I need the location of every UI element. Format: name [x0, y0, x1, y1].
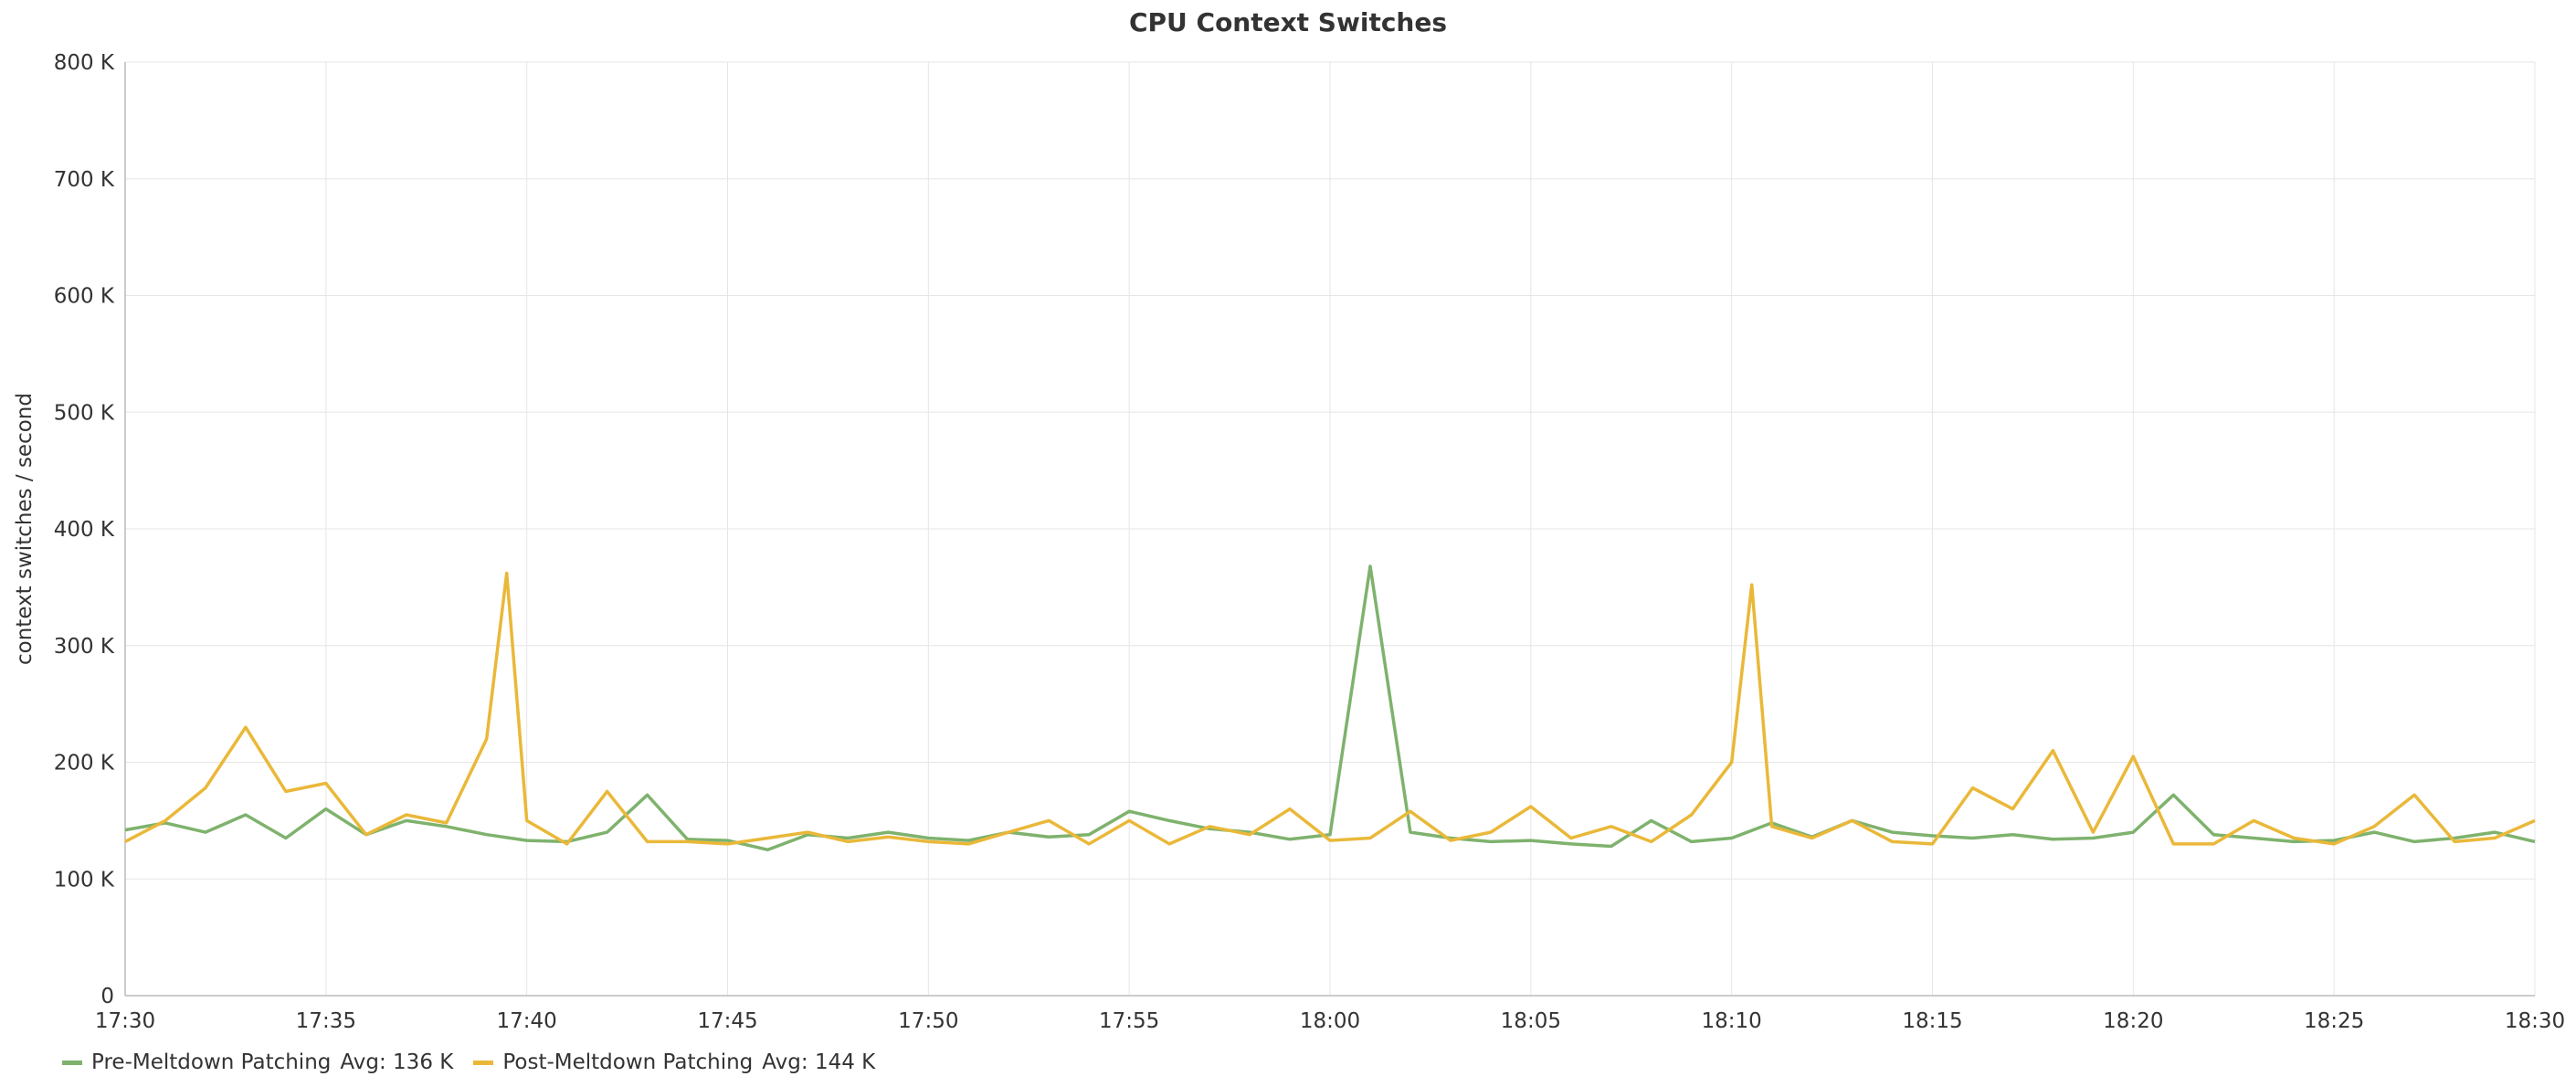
legend-avg-post-meltdown: Avg: 144 K [762, 1050, 876, 1074]
series-line-post-meltdown [124, 571, 2536, 846]
legend-avg-pre-meltdown: Avg: 136 K [340, 1050, 454, 1074]
x-tick-label: 18:15 [1902, 1009, 1962, 1033]
line-chart[interactable]: 0 100 K 200 K 300 K 400 K 500 K 600 K 700 K 800 … [0, 0, 2576, 1041]
y-axis-label: context switches / second [13, 393, 37, 665]
chart-title: CPU Context Switches [1128, 7, 1448, 37]
legend-swatch-pre-meltdown [62, 1060, 82, 1065]
y-tick-label: 300 K [54, 635, 115, 659]
y-tick-label: 600 K [54, 285, 115, 309]
y-tick-label: 100 K [54, 868, 115, 892]
x-tick-label: 17:45 [697, 1009, 757, 1033]
x-tick-label: 18:20 [2103, 1009, 2163, 1033]
x-tick-label: 18:10 [1702, 1009, 1762, 1033]
x-tick-label: 17:30 [95, 1009, 155, 1033]
y-tick-label: 400 K [54, 518, 115, 542]
legend-swatch-post-meltdown [473, 1060, 494, 1065]
x-tick-label: 17:50 [898, 1009, 958, 1033]
legend-label-pre-meltdown: Pre-Meltdown Patching [91, 1050, 332, 1074]
legend-item-pre-meltdown[interactable]: Pre-Meltdown Patching Avg: 136 K [62, 1050, 453, 1074]
y-tick-label: 0 [100, 985, 114, 1008]
x-tick-label: 18:25 [2304, 1009, 2364, 1033]
x-tick-label: 18:00 [1300, 1009, 1360, 1033]
y-tick-label: 500 K [54, 401, 115, 425]
x-tick-label: 17:35 [296, 1009, 356, 1033]
legend-label-post-meltdown: Post-Meltdown Patching [502, 1050, 754, 1074]
x-tick-label: 17:55 [1099, 1009, 1159, 1033]
x-tick-label: 18:30 [2505, 1009, 2565, 1033]
y-tick-label: 200 K [54, 752, 115, 776]
series-line-pre-meltdown [124, 565, 2536, 852]
x-tick-label: 17:40 [497, 1009, 557, 1033]
y-tick-label: 700 K [54, 168, 115, 192]
y-tick-label: 800 K [54, 51, 115, 75]
legend: Pre-Meltdown Patching Avg: 136 K Post-Me… [62, 1044, 895, 1081]
legend-item-post-meltdown[interactable]: Post-Meltdown Patching Avg: 144 K [473, 1050, 875, 1074]
x-tick-label: 18:05 [1501, 1009, 1561, 1033]
